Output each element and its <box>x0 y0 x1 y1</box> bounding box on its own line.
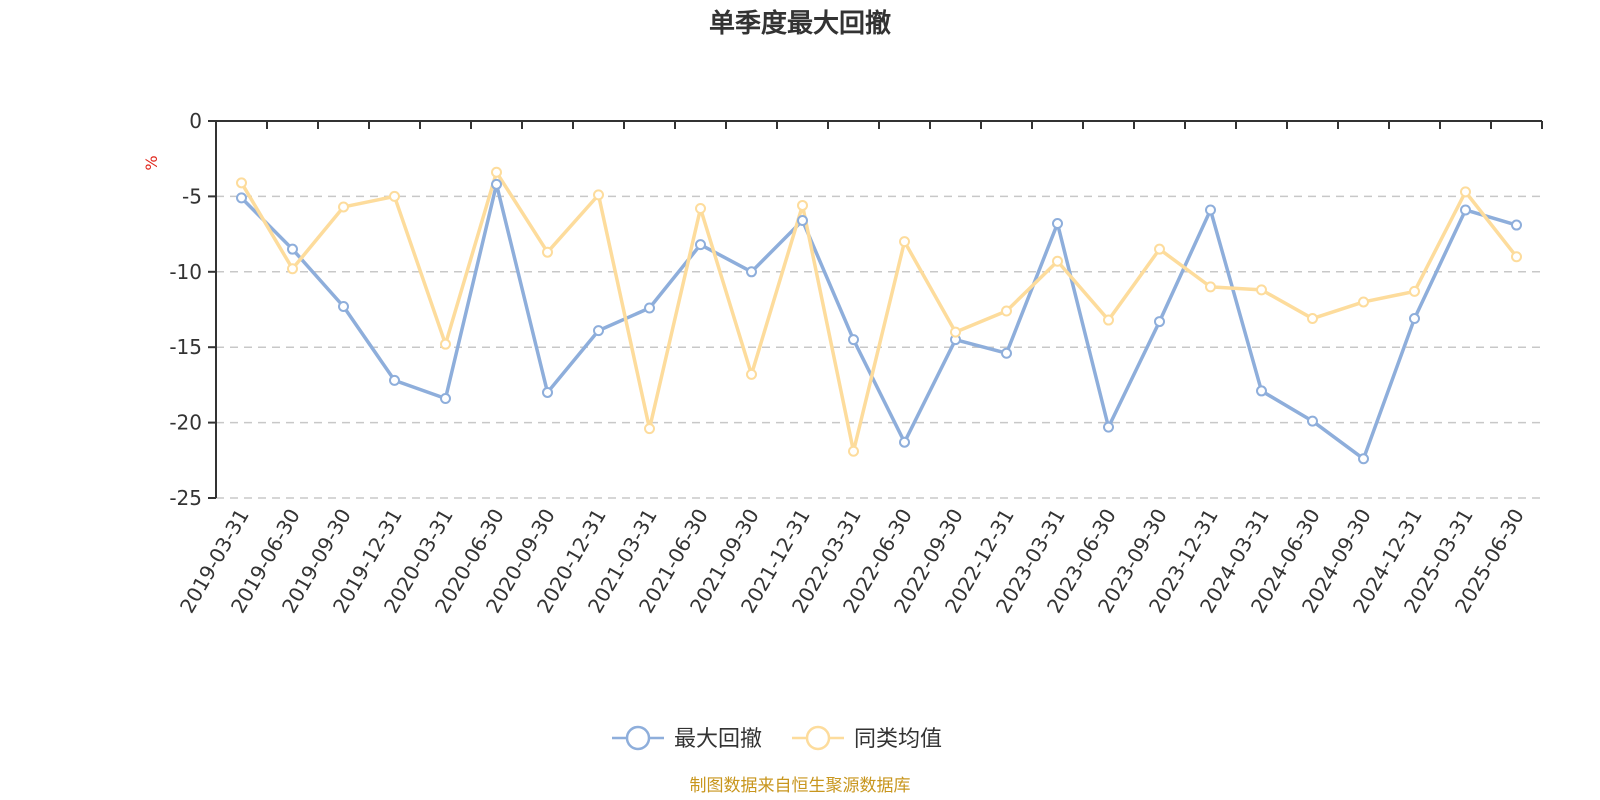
y-tick-label: -5 <box>182 184 202 208</box>
data-point[interactable] <box>1052 218 1063 230</box>
y-tick-label: 0 <box>189 109 202 133</box>
data-point[interactable] <box>1154 316 1165 328</box>
data-point[interactable] <box>593 325 604 337</box>
data-point[interactable] <box>440 338 451 350</box>
data-point[interactable] <box>695 202 706 214</box>
legend-label: 最大回撤 <box>674 727 762 752</box>
data-point[interactable] <box>1409 313 1420 325</box>
data-point[interactable] <box>695 239 706 251</box>
data-point[interactable] <box>899 436 910 448</box>
data-point[interactable] <box>236 177 247 189</box>
data-point[interactable] <box>644 302 655 314</box>
data-point[interactable] <box>797 215 808 227</box>
data-point[interactable] <box>1256 385 1267 397</box>
data-point[interactable] <box>797 199 808 211</box>
legend-marker-icon <box>805 725 831 751</box>
data-point[interactable] <box>1460 204 1471 216</box>
data-point[interactable] <box>1358 296 1369 308</box>
y-tick-label: -15 <box>169 335 202 359</box>
data-point[interactable] <box>1103 421 1114 433</box>
data-point[interactable] <box>1103 314 1114 326</box>
legend[interactable]: 最大回撤 同类均值 <box>612 725 942 752</box>
data-point[interactable] <box>899 236 910 248</box>
y-tick-label: -20 <box>169 411 202 435</box>
data-point[interactable] <box>848 334 859 346</box>
data-point[interactable] <box>1358 453 1369 465</box>
data-point[interactable] <box>1001 305 1012 317</box>
series-lines <box>236 166 1522 465</box>
data-point[interactable] <box>542 386 553 398</box>
data-point[interactable] <box>338 300 349 312</box>
data-point[interactable] <box>1205 204 1216 216</box>
data-point[interactable] <box>389 374 400 386</box>
data-point[interactable] <box>1154 243 1165 255</box>
series-line-1 <box>239 170 1518 454</box>
data-point[interactable] <box>950 326 961 338</box>
data-point[interactable] <box>644 423 655 435</box>
data-point[interactable] <box>1460 186 1471 198</box>
data-point[interactable] <box>1001 347 1012 359</box>
data-point[interactable] <box>848 445 859 457</box>
chart-title: 单季度最大回撤 <box>709 8 891 39</box>
data-point[interactable] <box>1307 415 1318 427</box>
y-axis-unit: % <box>142 155 161 170</box>
data-point[interactable] <box>1511 251 1522 263</box>
data-point[interactable] <box>491 166 502 178</box>
data-point[interactable] <box>1409 285 1420 297</box>
data-point[interactable] <box>338 201 349 213</box>
legend-item[interactable]: 同类均值 <box>792 725 942 752</box>
data-point[interactable] <box>746 266 757 278</box>
data-point[interactable] <box>1256 284 1267 296</box>
legend-item[interactable]: 最大回撤 <box>612 725 762 752</box>
data-point[interactable] <box>1307 313 1318 325</box>
data-point[interactable] <box>542 246 553 258</box>
data-point[interactable] <box>593 189 604 201</box>
y-tick-label: -25 <box>169 486 202 510</box>
y-tick-label: -10 <box>169 260 202 284</box>
data-point[interactable] <box>746 368 757 380</box>
data-point[interactable] <box>1511 219 1522 231</box>
legend-label: 同类均值 <box>854 727 942 752</box>
data-point[interactable] <box>440 392 451 404</box>
data-point[interactable] <box>1052 255 1063 267</box>
data-point[interactable] <box>491 178 502 190</box>
data-point[interactable] <box>1205 281 1216 293</box>
legend-marker-icon <box>625 725 651 751</box>
axes: 0-5-10-15-20-252019-03-312019-06-302019-… <box>169 109 1543 617</box>
data-point[interactable] <box>389 190 400 202</box>
data-point[interactable] <box>287 243 298 255</box>
data-point[interactable] <box>236 192 247 204</box>
data-point[interactable] <box>287 263 298 275</box>
data-source-note: 制图数据来自恒生聚源数据库 <box>690 776 911 796</box>
series-line-0 <box>240 182 1517 461</box>
